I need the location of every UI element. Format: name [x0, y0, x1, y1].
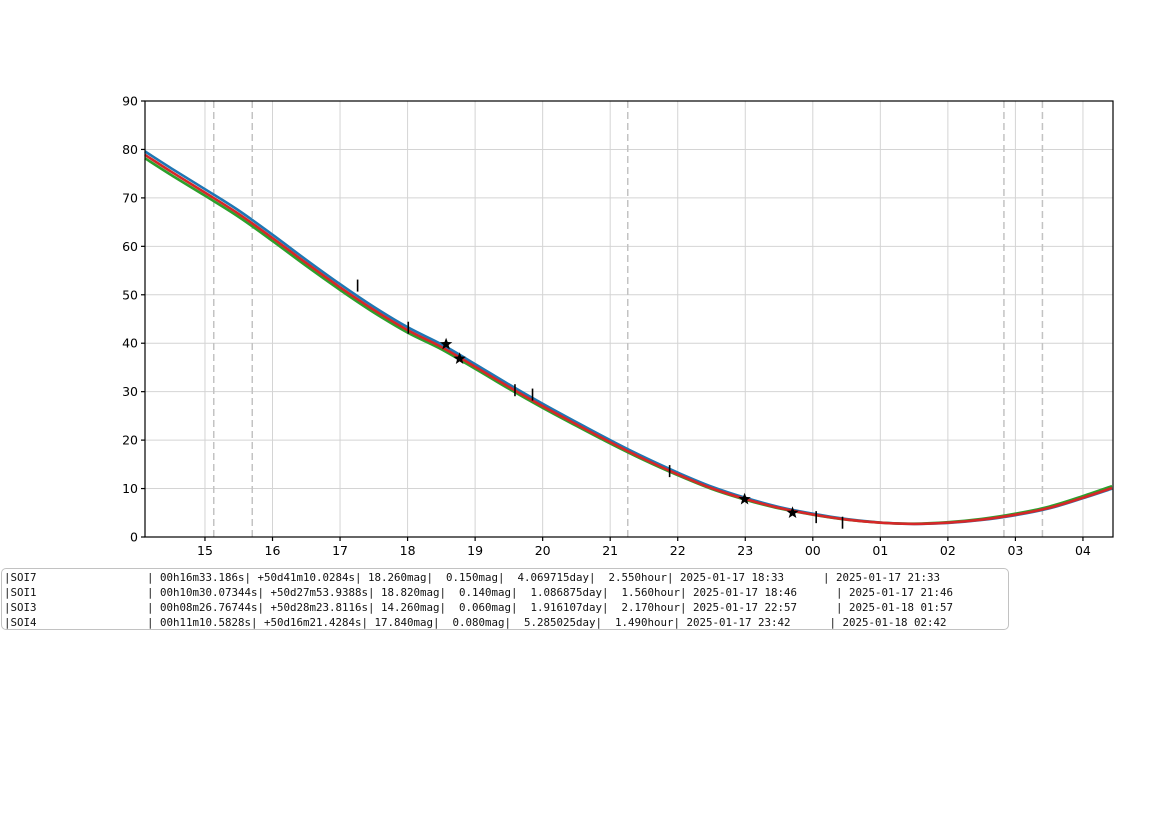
x-tick-label: 04 [1075, 543, 1091, 558]
table-row-SOI3: |SOI3 | 00h08m26.76744s| +50d28m23.8116s… [4, 601, 954, 614]
y-tick-label: 70 [122, 190, 138, 205]
x-tick-label: 23 [737, 543, 753, 558]
table-row-SOI1: |SOI1 | 00h10m30.07344s| +50d27m53.9388s… [4, 586, 954, 599]
altitude-curves [144, 150, 1113, 526]
x-tick-label: 18 [400, 543, 416, 558]
x-tick-label: 03 [1007, 543, 1023, 558]
x-tick-labels: 15 16 17 18 19 20 21 22 23 00 01 02 03 04 [197, 537, 1091, 558]
star-marker [738, 492, 751, 505]
y-tick-label: 30 [122, 384, 138, 399]
event-markers [356, 279, 844, 529]
x-tick-label: 02 [940, 543, 956, 558]
x-tick-label: 00 [805, 543, 821, 558]
x-tick-label: 17 [332, 543, 348, 558]
star-marker [439, 337, 453, 350]
twilight-dashed-lines [213, 101, 1044, 537]
y-tick-label: 10 [122, 481, 138, 496]
x-tick-label: 22 [670, 543, 686, 558]
x-tick-label: 19 [467, 543, 483, 558]
targets-table: |SOI7 | 00h16m33.186s| +50d41m10.0284s| … [1, 568, 1009, 630]
curve-altitude-red [144, 153, 1113, 526]
y-tick-labels: 0 10 20 30 40 50 60 70 80 90 [122, 94, 145, 545]
y-tick-label: 40 [122, 336, 138, 351]
x-tick-label: 16 [265, 543, 281, 558]
y-tick-label: 60 [122, 239, 138, 254]
y-tick-label: 90 [122, 94, 138, 109]
y-tick-label: 80 [122, 142, 138, 157]
y-tick-label: 20 [122, 433, 138, 448]
y-tick-label: 0 [130, 530, 138, 545]
table-row-SOI4: |SOI4 | 00h11m10.5828s| +50d16m21.4284s|… [4, 616, 947, 629]
star-marker [786, 506, 799, 518]
x-tick-label: 21 [602, 543, 618, 558]
star-marker [453, 352, 466, 364]
x-tick-label: 20 [535, 543, 551, 558]
y-tick-label: 50 [122, 287, 138, 302]
x-tick-label: 15 [197, 543, 213, 558]
plot-border [144, 100, 1114, 538]
gridlines [145, 100, 1113, 538]
x-tick-label: 01 [872, 543, 888, 558]
table-row-SOI7: |SOI7 | 00h16m33.186s| +50d41m10.0284s| … [4, 571, 941, 584]
altitude-chart: 15 16 17 18 19 20 21 22 23 00 01 02 03 04 0 10 20 30 40 50 6… [122, 94, 1114, 558]
